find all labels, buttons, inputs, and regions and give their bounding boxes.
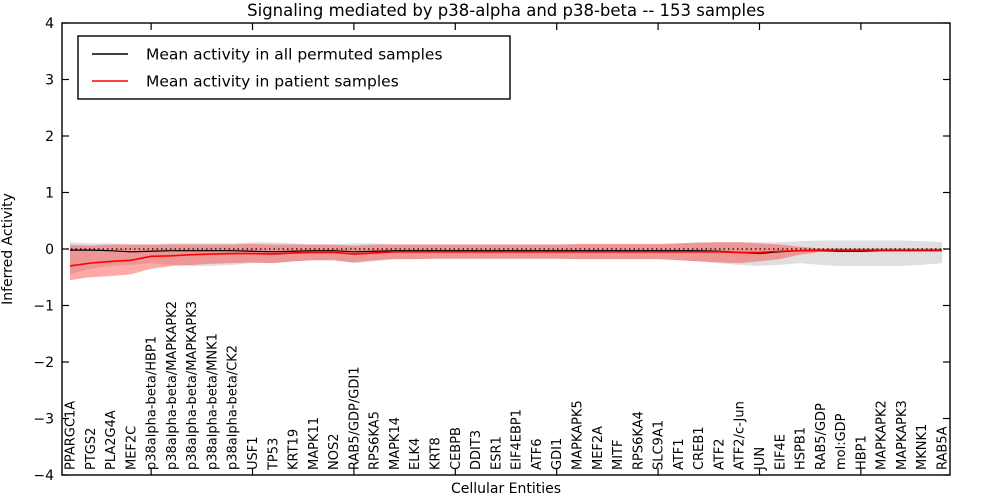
x-tick-label: p38alpha-beta/MNK1: [205, 333, 220, 470]
x-tick-label: RPS6KA4: [631, 411, 646, 470]
x-tick-label: CREB1: [692, 426, 707, 470]
x-tick-label: mol:GDP: [834, 413, 849, 470]
x-tick-label: DDIT3: [469, 430, 484, 470]
x-tick-label: p38alpha-beta/CK2: [226, 345, 241, 470]
x-tick-label: ATF2: [712, 438, 727, 470]
x-tick-label: ESR1: [489, 436, 504, 470]
x-tick-label: MAPK14: [388, 417, 403, 470]
chart-title: Signaling mediated by p38-alpha and p38-…: [247, 1, 765, 20]
x-tick-label: HSPB1: [794, 427, 809, 470]
legend-box: [77, 35, 511, 100]
x-tick-label: NOS2: [327, 434, 342, 470]
x-tick-label: MAPKAPK5: [570, 400, 585, 470]
x-tick-label: PPARGC1A: [64, 401, 79, 470]
x-tick-label: RAB5A: [936, 426, 951, 470]
x-tick-label: EIF4EBP1: [510, 409, 525, 470]
x-axis-label: Cellular Entities: [451, 481, 561, 497]
x-tick-label: CEBPB: [449, 427, 464, 470]
x-tick-label: JUN: [753, 447, 768, 471]
y-tick-label: −2: [33, 355, 54, 371]
x-tick-label: RAB5/GDP: [814, 403, 829, 470]
y-tick-label: −1: [33, 299, 54, 315]
patient-mean-line: [69, 249, 942, 267]
y-tick-label: −3: [33, 412, 54, 428]
x-tick-label: ELK4: [408, 438, 423, 470]
y-axis-label: Inferred Activity: [0, 193, 16, 305]
y-tick-label: −4: [33, 468, 54, 484]
x-tick-label: KRT19: [287, 429, 302, 470]
x-tick-label: TP53: [266, 438, 281, 471]
x-tick-label: SLC9A1: [652, 420, 667, 470]
x-tick-label: MEF2A: [591, 426, 606, 470]
x-tick-label: MKNK1: [915, 424, 930, 470]
x-tick-label: p38alpha-beta/HBP1: [145, 336, 160, 470]
x-tick-label: KRT8: [429, 437, 444, 470]
x-tick-label: USF1: [246, 436, 261, 470]
x-tick-label: ATF1: [672, 438, 687, 470]
x-tick-label: p38alpha-beta/MAPKAPK3: [185, 301, 200, 470]
x-tick-label: p38alpha-beta/MAPKAPK2: [165, 301, 180, 470]
y-tick-label: 1: [45, 186, 54, 202]
x-tick-label: MAPK11: [307, 417, 322, 470]
legend-label: Mean activity in all permuted samples: [146, 46, 443, 64]
x-tick-label: PTGS2: [84, 428, 99, 470]
x-tick-label: MITF: [611, 440, 626, 470]
y-tick-label: 2: [45, 129, 54, 145]
x-tick-label: ATF2/c-Jun: [733, 401, 748, 470]
x-tick-label: HBP1: [854, 435, 869, 470]
y-tick-label: 0: [45, 242, 54, 258]
x-tick-label: ATF6: [530, 438, 545, 470]
x-tick-label: RAB5/GDP/GDI1: [347, 367, 362, 470]
x-tick-label: PLA2G4A: [104, 410, 119, 470]
legend-label: Mean activity in patient samples: [146, 73, 399, 91]
y-tick-label: 4: [45, 16, 54, 32]
x-tick-label: GDI1: [550, 438, 565, 470]
x-tick-label: EIF4E: [773, 434, 788, 470]
x-tick-label: MAPKAPK3: [895, 400, 910, 470]
y-tick-label: 3: [45, 73, 54, 89]
x-tick-label: MAPKAPK2: [875, 400, 890, 470]
x-tick-label: MEF2C: [124, 426, 139, 470]
x-tick-label: RPS6KA5: [368, 411, 383, 470]
